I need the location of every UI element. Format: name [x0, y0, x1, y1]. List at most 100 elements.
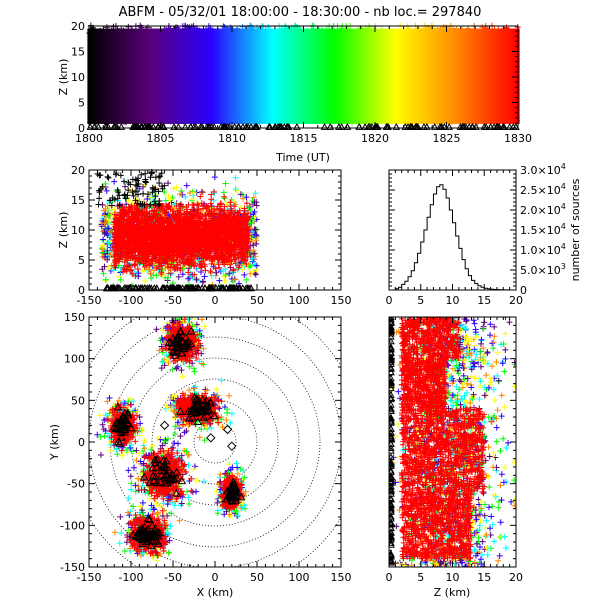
x-z-source: [252, 190, 259, 197]
x-z-source: [165, 192, 172, 199]
time-height-band: [330, 28, 334, 124]
time-height-source: [323, 115, 330, 122]
time-height-band: [494, 28, 499, 124]
time-height-source: [364, 117, 371, 124]
x-z-source: [222, 272, 229, 279]
x-z-source: [105, 216, 112, 223]
x-z-source: [102, 180, 109, 187]
time-height-band: [111, 28, 115, 124]
time-height-source: [178, 113, 185, 120]
time-height-source: [144, 112, 151, 119]
x-z-source: [216, 277, 223, 284]
time-height-band: [419, 28, 423, 124]
time-height-band: [513, 28, 518, 124]
time-height-source: [132, 117, 139, 124]
time-height-source: [441, 117, 448, 124]
time-height-source: [446, 118, 453, 125]
time-height-source: [152, 113, 159, 120]
time-height-source: [211, 113, 218, 120]
x-z-source: [100, 236, 107, 243]
x-z-source: [252, 226, 259, 233]
time-height-source: [433, 115, 440, 122]
time-height-ground-stroke: [468, 122, 477, 130]
time-height-xtick-label: 1830: [504, 132, 532, 145]
time-height-ytick-label: 20: [71, 20, 85, 33]
time-height-source: [105, 113, 112, 120]
time-height-source: [315, 26, 322, 33]
time-height-band: [400, 28, 404, 124]
time-height-ground-stroke: [482, 122, 490, 130]
time-height-source: [320, 30, 327, 37]
time-height-band: [257, 28, 261, 124]
time-height-source: [259, 30, 266, 37]
time-height-source: [494, 113, 501, 120]
time-height-band: [324, 28, 329, 124]
time-height-band: [489, 28, 493, 124]
time-height-source: [484, 113, 491, 120]
time-height-band: [408, 28, 412, 124]
x-z-source: [252, 250, 259, 257]
time-height-band: [467, 28, 472, 124]
time-height-band: [432, 28, 437, 124]
time-height-source: [147, 115, 154, 122]
time-height-band: [511, 28, 515, 124]
time-height-ground-stroke: [205, 122, 214, 130]
time-height-source: [389, 118, 396, 125]
time-height-band: [278, 28, 283, 124]
x-z-source: [190, 192, 197, 199]
time-height-band: [214, 28, 218, 124]
time-height-band: [235, 28, 240, 124]
time-height-source: [96, 113, 103, 120]
time-height-band: [481, 28, 485, 124]
time-height-band: [386, 28, 391, 124]
time-height-source: [327, 112, 334, 119]
time-height-band: [198, 28, 202, 124]
time-height-band: [451, 28, 455, 124]
x-z-source: [101, 254, 108, 261]
time-height-source: [440, 24, 447, 31]
time-height-band: [335, 28, 339, 124]
time-height-band: [195, 28, 199, 124]
time-height-source: [501, 112, 508, 119]
time-height-ground-stroke: [220, 122, 229, 130]
time-height-source: [223, 119, 230, 126]
time-height-band: [130, 28, 134, 124]
time-height-source: [483, 27, 490, 34]
time-height-source: [351, 112, 358, 119]
time-height-band: [146, 28, 151, 124]
time-height-source: [239, 116, 246, 123]
x-z-source: [156, 179, 163, 186]
time-height-source: [440, 112, 447, 119]
time-height-source: [120, 27, 127, 34]
time-height-band: [368, 28, 372, 124]
time-height-ground-stroke: [102, 122, 110, 130]
time-height-band: [103, 28, 107, 124]
time-height-band: [500, 28, 504, 124]
time-height-source: [393, 116, 400, 123]
time-height-band: [276, 28, 280, 124]
time-height-source: [426, 27, 433, 34]
time-height-band: [508, 28, 512, 124]
time-height-source: [249, 119, 256, 126]
time-height-band: [497, 28, 501, 124]
time-height-ground-stroke: [134, 122, 143, 130]
time-height-band: [459, 28, 464, 124]
x-z-source: [105, 265, 112, 272]
time-height-source: [378, 26, 385, 33]
time-height-source: [222, 115, 229, 122]
time-height-source: [255, 119, 262, 126]
time-height-band: [165, 28, 169, 124]
time-height-band: [95, 28, 99, 124]
time-height-band: [127, 28, 132, 124]
time-height-band: [492, 28, 496, 124]
time-height-band: [457, 28, 461, 124]
x-z-source: [103, 187, 110, 194]
x-z-source: [101, 263, 108, 270]
time-height-band: [100, 28, 105, 124]
time-height-source: [418, 28, 425, 35]
time-height-source: [376, 116, 383, 123]
x-z-source: [173, 184, 180, 191]
time-height-source: [166, 30, 173, 37]
time-height-band: [284, 28, 288, 124]
x-z-source: [96, 189, 103, 196]
